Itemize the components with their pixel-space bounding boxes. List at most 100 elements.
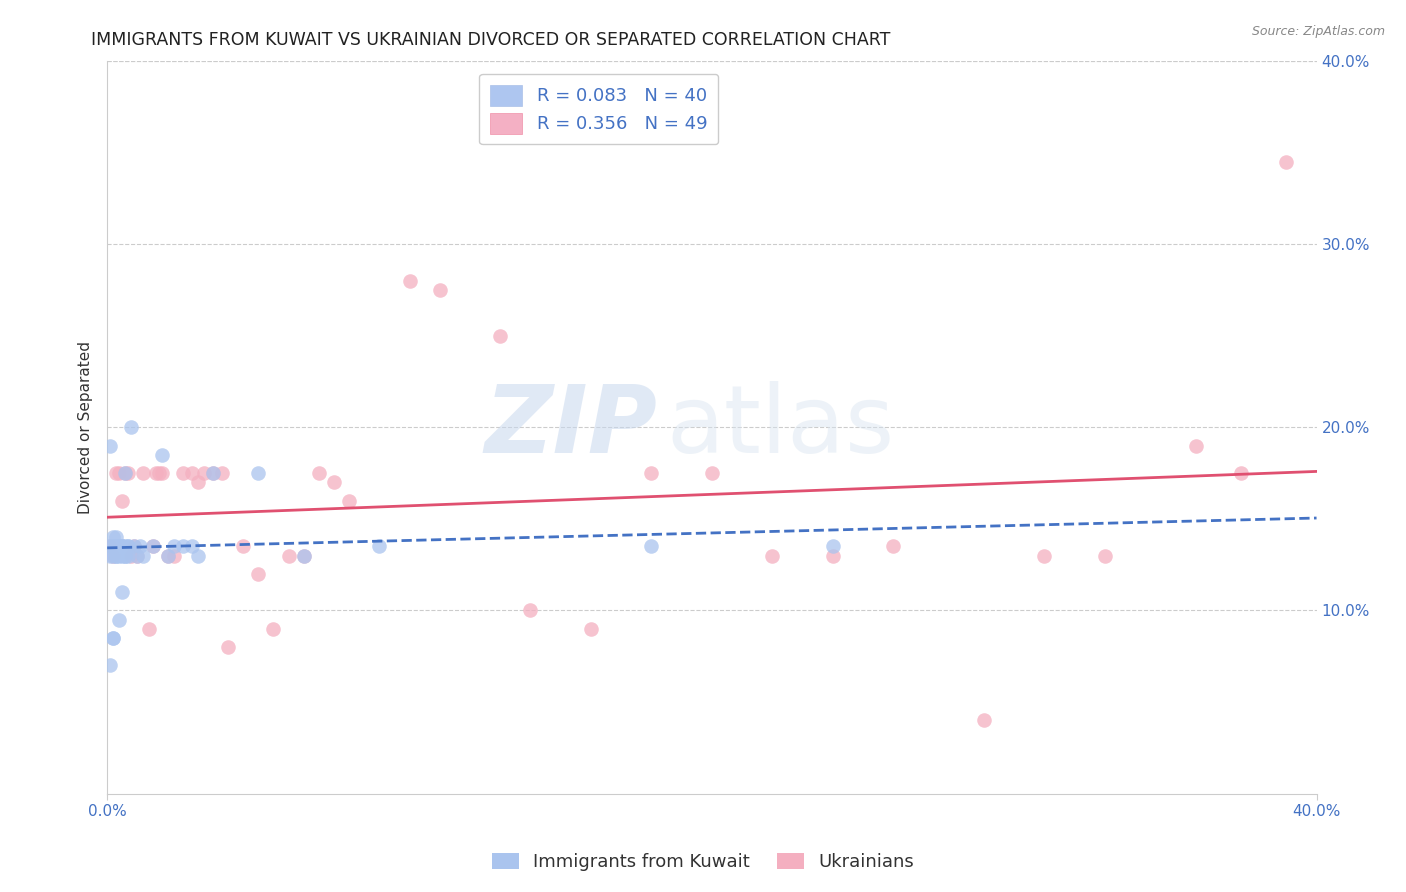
Point [111, 540, 134, 554]
Point [108, 540, 131, 554]
Point [148, 466, 170, 480]
Point [117, 549, 139, 563]
Legend: R = 0.083   N = 40, R = 0.356   N = 49: R = 0.083 N = 40, R = 0.356 N = 49 [479, 74, 718, 145]
Point [98, 540, 121, 554]
Point [1275, 154, 1298, 169]
Point [180, 540, 202, 554]
Point [163, 549, 186, 563]
Point [640, 540, 662, 554]
Point [201, 466, 224, 480]
Point [640, 466, 662, 480]
Point [108, 540, 131, 554]
Point [105, 549, 128, 563]
Point [187, 475, 209, 490]
Point [579, 622, 602, 636]
Point [211, 466, 233, 480]
Point [882, 540, 904, 554]
Point [124, 540, 146, 554]
Point [117, 466, 139, 480]
Point [105, 540, 128, 554]
Point [138, 622, 160, 636]
Point [141, 540, 163, 554]
Point [322, 475, 344, 490]
Point [127, 549, 149, 563]
Point [292, 549, 315, 563]
Point [103, 549, 125, 563]
Point [150, 448, 173, 462]
Point [700, 466, 723, 480]
Point [117, 540, 139, 554]
Point [103, 540, 125, 554]
Point [1094, 549, 1116, 563]
Point [262, 622, 284, 636]
Point [108, 549, 131, 563]
Legend: Immigrants from Kuwait, Ukrainians: Immigrants from Kuwait, Ukrainians [485, 846, 921, 879]
Point [1033, 549, 1056, 563]
Point [156, 549, 179, 563]
Point [150, 466, 173, 480]
Point [103, 530, 125, 544]
Point [129, 540, 152, 554]
Point [108, 540, 131, 554]
Text: ZIP: ZIP [485, 382, 658, 474]
Point [132, 466, 155, 480]
Point [111, 585, 134, 599]
Text: Source: ZipAtlas.com: Source: ZipAtlas.com [1251, 25, 1385, 38]
Point [141, 540, 163, 554]
Point [247, 566, 270, 581]
Point [111, 540, 134, 554]
Point [111, 549, 134, 563]
Point [368, 540, 391, 554]
Text: atlas: atlas [666, 382, 894, 474]
Point [114, 466, 136, 480]
Point [172, 540, 194, 554]
Point [761, 549, 783, 563]
Point [111, 540, 134, 554]
Point [120, 549, 142, 563]
Point [519, 603, 541, 617]
Y-axis label: Divorced or Separated: Divorced or Separated [79, 341, 93, 514]
Point [489, 328, 512, 343]
Point [132, 549, 155, 563]
Point [193, 466, 215, 480]
Point [120, 420, 142, 434]
Point [98, 658, 121, 673]
Point [187, 549, 209, 563]
Point [217, 640, 239, 654]
Point [821, 549, 844, 563]
Point [105, 530, 128, 544]
Point [1230, 466, 1253, 480]
Point [105, 549, 128, 563]
Point [163, 540, 186, 554]
Point [108, 613, 131, 627]
Point [103, 549, 125, 563]
Point [292, 549, 315, 563]
Point [172, 466, 194, 480]
Point [156, 549, 179, 563]
Point [108, 466, 131, 480]
Point [232, 540, 254, 554]
Point [98, 540, 121, 554]
Point [308, 466, 330, 480]
Point [337, 493, 360, 508]
Point [105, 540, 128, 554]
Point [821, 540, 844, 554]
Point [117, 540, 139, 554]
Point [103, 631, 125, 645]
Text: IMMIGRANTS FROM KUWAIT VS UKRAINIAN DIVORCED OR SEPARATED CORRELATION CHART: IMMIGRANTS FROM KUWAIT VS UKRAINIAN DIVO… [91, 31, 891, 49]
Point [114, 540, 136, 554]
Point [111, 493, 134, 508]
Point [201, 466, 224, 480]
Point [277, 549, 299, 563]
Point [103, 631, 125, 645]
Point [114, 549, 136, 563]
Point [105, 466, 128, 480]
Point [429, 283, 451, 297]
Point [98, 549, 121, 563]
Point [114, 466, 136, 480]
Point [98, 439, 121, 453]
Point [127, 549, 149, 563]
Point [180, 466, 202, 480]
Point [105, 540, 128, 554]
Point [124, 540, 146, 554]
